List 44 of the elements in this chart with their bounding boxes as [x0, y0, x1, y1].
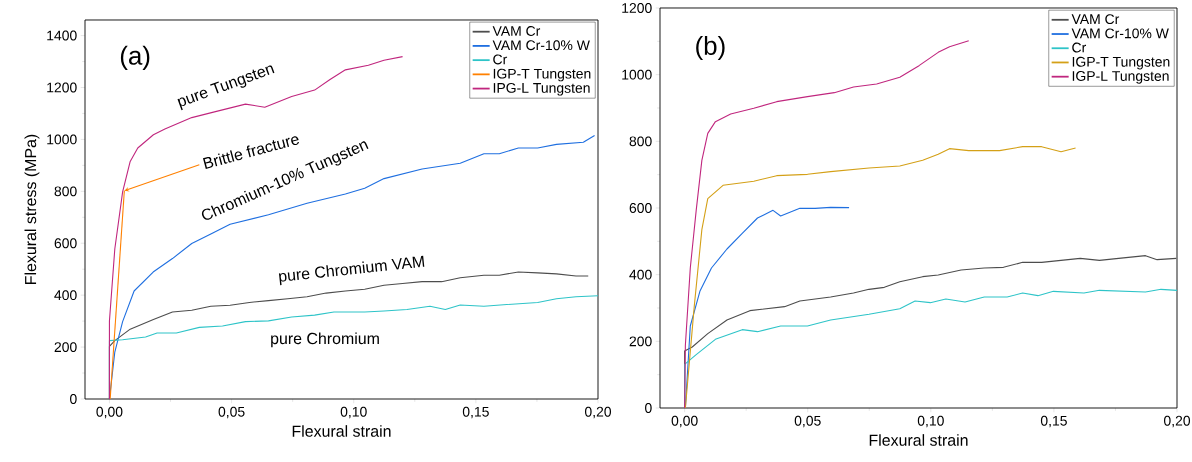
y-tick-label: 0	[645, 403, 652, 413]
y-tick-label: 1200	[622, 3, 652, 13]
x-tick-label: 0,00	[671, 415, 698, 428]
text: (a)	[120, 45, 150, 70]
y-tick-label: 600	[54, 238, 77, 249]
y-tick-label: 800	[629, 136, 652, 147]
x-tick-label: 0,15	[1040, 415, 1067, 428]
y-tick-label: 1400	[47, 30, 77, 41]
text: (b)	[696, 35, 725, 61]
y-tick-label: 0	[70, 394, 77, 404]
x-tick-label: 0,00	[96, 406, 123, 419]
annotation: Brittle fracture	[202, 136, 299, 169]
legend-label: Cr	[493, 54, 508, 65]
y-tick-label: 400	[54, 290, 77, 301]
y-tick-label: 200	[54, 342, 77, 353]
x-tick-label: 0,05	[218, 406, 245, 419]
x-tick-label: 0,05	[794, 415, 821, 428]
y-tick-label: 400	[629, 269, 652, 280]
legend-label: IGP-L Tungsten	[1072, 71, 1169, 84]
annotation: pure Chromium	[271, 332, 379, 348]
y-tick-label: 800	[54, 186, 77, 197]
y-axis-title: Flexural stress (MPa)	[24, 134, 40, 284]
legend-label: VAM Cr	[492, 26, 541, 36]
x-tick-label: 0,20	[1163, 415, 1191, 428]
legend-label: Cr	[1072, 42, 1087, 53]
annotation: pure Chromium VAM	[278, 255, 425, 286]
legend-label: VAM Cr-10% W	[492, 40, 590, 51]
line-series	[684, 146, 1077, 408]
y-tick-label: 600	[629, 203, 652, 213]
legend-label: IGP-T Tungsten	[493, 68, 591, 82]
x-tick-label: 0,15	[462, 406, 489, 419]
x-tick-label: 0,10	[917, 415, 944, 428]
x-tick-label: 0,20	[584, 406, 612, 419]
legend-label: VAM Cr-10% W	[1071, 28, 1169, 39]
x-axis-title: Flexural strain	[869, 434, 968, 446]
x-tick-label: 0,10	[340, 406, 367, 419]
legend-label: IPG-L Tungsten	[493, 82, 590, 96]
y-tick-label: 1200	[47, 82, 77, 93]
x-axis-title: Flexural strain	[292, 425, 391, 437]
y-tick-label: 200	[629, 336, 652, 347]
y-tick-label: 1000	[47, 134, 77, 145]
legend-label: IGP-T Tungsten	[1072, 56, 1170, 70]
y-tick-label: 1000	[622, 69, 652, 80]
legend-label: VAM Cr	[1071, 14, 1120, 25]
